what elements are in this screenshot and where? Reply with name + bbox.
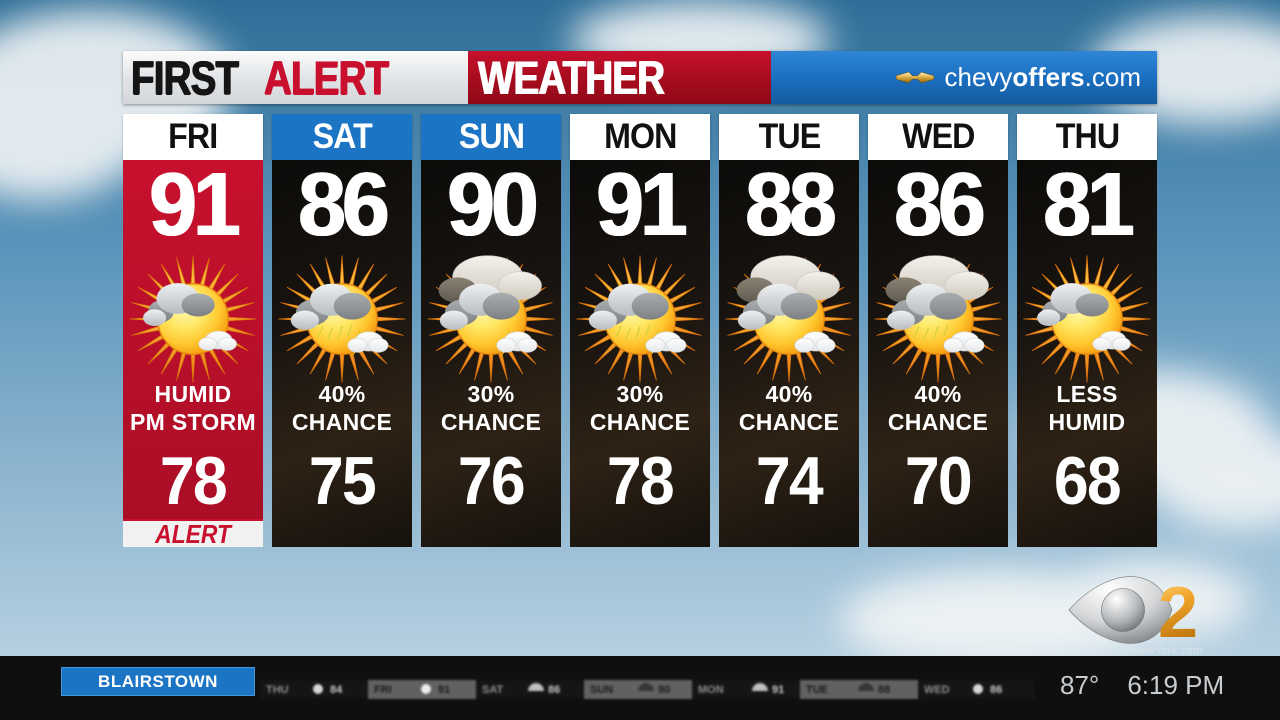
- svg-text:86: 86: [548, 684, 560, 696]
- svg-text:WED: WED: [924, 684, 950, 696]
- svg-text:91: 91: [438, 684, 450, 696]
- svg-text:TUE: TUE: [806, 684, 828, 696]
- svg-text:90: 90: [658, 684, 670, 696]
- svg-text:MON: MON: [698, 684, 724, 696]
- svg-text:88: 88: [878, 684, 890, 696]
- svg-text:84: 84: [330, 684, 343, 696]
- svg-text:THU: THU: [266, 684, 289, 696]
- svg-text:91: 91: [772, 684, 784, 696]
- svg-text:SAT: SAT: [482, 684, 503, 696]
- svg-text:FRI: FRI: [374, 684, 392, 696]
- svg-text:86: 86: [990, 684, 1002, 696]
- svg-text:SUN: SUN: [590, 684, 613, 696]
- svg-text:2: 2: [1158, 576, 1198, 650]
